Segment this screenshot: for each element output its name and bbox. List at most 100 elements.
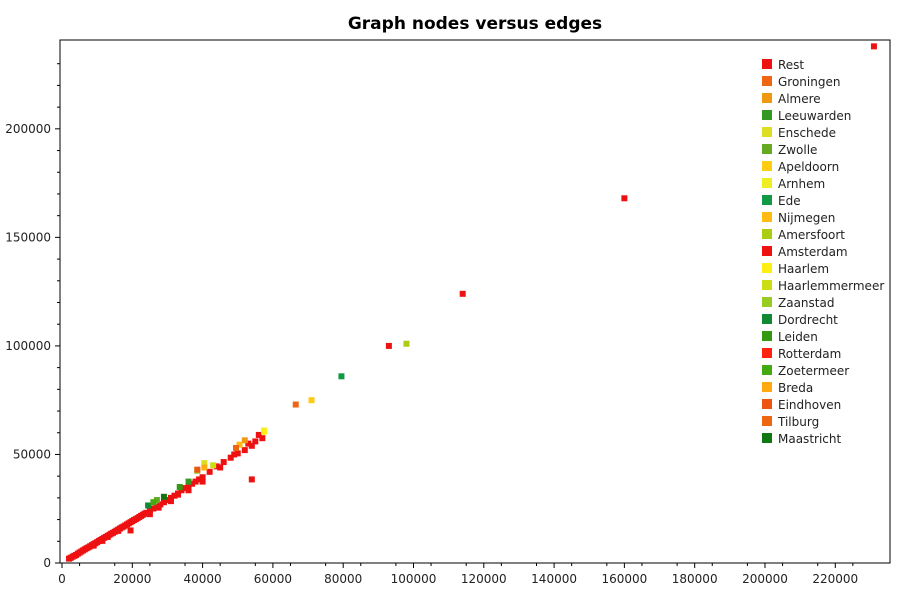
data-point: [870, 43, 877, 50]
data-point: [171, 492, 178, 499]
data-point: [199, 478, 206, 485]
data-point: [308, 397, 315, 404]
data-point: [403, 340, 410, 347]
legend-label: Almere: [778, 92, 821, 106]
legend-swatch: [762, 416, 772, 426]
data-point: [146, 507, 153, 514]
legend-label: Enschede: [778, 126, 836, 140]
data-point: [143, 509, 150, 516]
x-tick-label: 180000: [672, 572, 718, 586]
data-point: [157, 501, 164, 508]
data-point: [189, 480, 196, 487]
legend-swatch: [762, 382, 772, 392]
data-point: [241, 437, 248, 444]
legend-swatch: [762, 195, 772, 205]
legend-swatch: [762, 110, 772, 120]
data-point: [248, 476, 255, 483]
legend-swatch: [762, 93, 772, 103]
data-point: [185, 487, 192, 494]
legend-swatch: [762, 178, 772, 188]
data-point: [199, 474, 206, 481]
data-point: [167, 494, 174, 501]
data-point: [160, 499, 167, 506]
legend-label: Amsterdam: [778, 245, 848, 259]
legend-label: Maastricht: [778, 432, 841, 446]
data-point: [192, 478, 199, 485]
data-point: [248, 442, 255, 449]
data-point: [145, 502, 152, 509]
data-point: [338, 373, 345, 380]
data-point: [292, 401, 299, 408]
legend-label: Nijmegen: [778, 211, 835, 225]
data-point: [90, 542, 97, 549]
legend-label: Apeldoorn: [778, 160, 839, 174]
chart-title: Graph nodes versus edges: [348, 14, 602, 34]
x-tick-label: 220000: [812, 572, 858, 586]
legend-label: Rest: [778, 58, 804, 72]
x-tick-label: 120000: [461, 572, 507, 586]
data-point: [150, 505, 157, 512]
data-point: [231, 451, 238, 458]
data-point: [227, 454, 234, 461]
legend-swatch: [762, 365, 772, 375]
legend-swatch: [762, 348, 772, 358]
legend-label: Tilburg: [777, 415, 819, 429]
legend-swatch: [762, 144, 772, 154]
legend-swatch: [762, 59, 772, 69]
legend-label: Leiden: [778, 330, 818, 344]
legend-label: Zwolle: [778, 143, 817, 157]
data-point: [201, 460, 208, 467]
legend-label: Breda: [778, 381, 813, 395]
legend-label: Haarlem: [778, 262, 829, 276]
legend-swatch: [762, 76, 772, 86]
x-tick-label: 160000: [601, 572, 647, 586]
legend-swatch: [762, 433, 772, 443]
legend-label: Dordrecht: [778, 313, 838, 327]
data-point: [196, 476, 203, 483]
data-point: [385, 342, 392, 349]
legend-swatch: [762, 331, 772, 341]
data-point: [185, 482, 192, 489]
data-point: [241, 447, 248, 454]
data-point: [153, 497, 160, 504]
data-point: [232, 444, 239, 451]
legend-label: Rotterdam: [778, 347, 841, 361]
legend-swatch: [762, 263, 772, 273]
legend-swatch: [762, 127, 772, 137]
data-point: [194, 466, 201, 473]
legend-label: Amersfoort: [778, 228, 845, 242]
legend-label: Zoetermeer: [778, 364, 849, 378]
data-point: [167, 498, 174, 505]
data-point: [210, 462, 217, 469]
data-point: [155, 504, 162, 511]
y-tick-label: 100000: [5, 339, 51, 353]
data-point: [236, 441, 243, 448]
data-point: [127, 527, 134, 534]
legend: Rest Groningen Almere Leeuwarden Enschede Zwo…: [762, 58, 884, 446]
data-point: [217, 464, 224, 471]
legend-label: Leeuwarden: [778, 109, 851, 123]
data-point: [234, 450, 241, 457]
x-axis: 0 20000 40000 60000 80000 100000 120000 140000 1…: [58, 563, 858, 586]
data-point: [259, 435, 266, 442]
data-point: [201, 464, 208, 471]
data-point: [459, 290, 466, 297]
legend-swatch: [762, 229, 772, 239]
legend-swatch: [762, 280, 772, 290]
data-point: [255, 431, 262, 438]
data-point: [245, 440, 252, 447]
legend-swatch: [762, 314, 772, 324]
data-point: [621, 195, 628, 202]
x-tick-label: 140000: [531, 572, 577, 586]
data-point: [185, 478, 192, 485]
x-tick-label: 80000: [324, 572, 362, 586]
legend-swatch: [762, 161, 772, 171]
legend-label: Eindhoven: [778, 398, 841, 412]
legend-label: Arnhem: [778, 177, 825, 191]
x-tick-label: 0: [58, 572, 66, 586]
y-tick-label: 0: [43, 556, 51, 570]
legend-label: Haarlemmermeer: [778, 279, 884, 293]
data-point: [213, 463, 220, 470]
data-point: [164, 497, 171, 504]
data-point: [99, 537, 106, 544]
